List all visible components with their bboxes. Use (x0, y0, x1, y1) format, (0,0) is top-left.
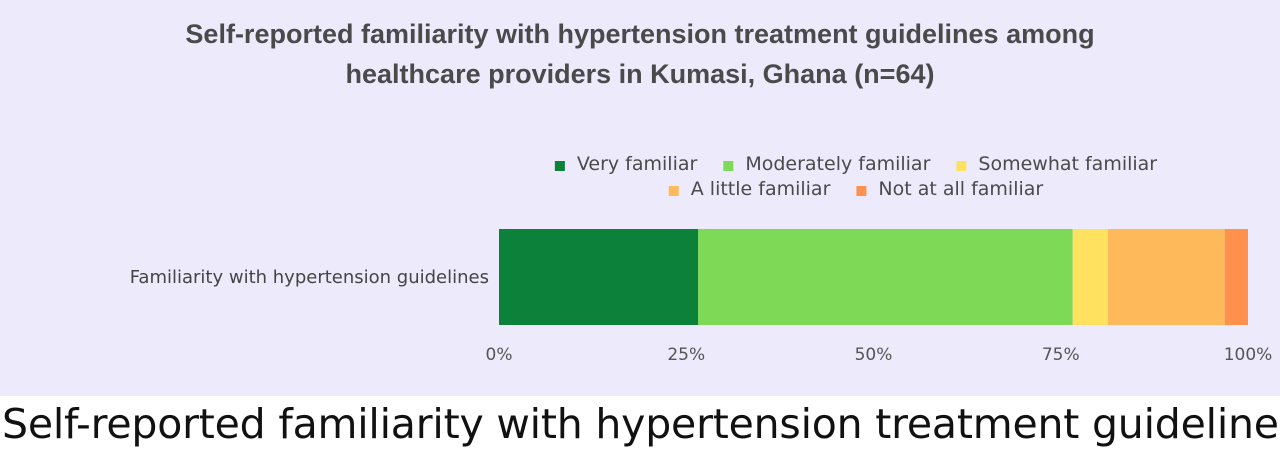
legend-item: Moderately familiar (723, 153, 931, 175)
bars (499, 229, 1248, 325)
bar-segment (499, 229, 699, 325)
legend-item: Very familiar (554, 153, 698, 175)
legend-swatch (668, 186, 679, 196)
legend-swatch (554, 161, 565, 171)
chart-panel: Self-reported familiarity with hypertens… (0, 0, 1280, 396)
category-labels: Familiarity with hypertension guidelines (130, 267, 489, 288)
x-tick-label: 50% (855, 345, 893, 365)
legend-label: Moderately familiar (745, 153, 930, 175)
bar-segment (1107, 229, 1225, 325)
legend-swatch (723, 161, 734, 171)
legend-label: Very familiar (577, 153, 698, 175)
bar-segment (1224, 229, 1248, 325)
x-axis-ticks: 0% 25% 50% 75% 100% (486, 345, 1273, 365)
bar-segment (698, 229, 1073, 325)
x-tick-label: 0% (486, 345, 513, 365)
chart: Self-reported familiarity with hypertens… (130, 19, 1273, 365)
legend-swatch (856, 186, 867, 196)
legend-label: A little familiar (691, 178, 831, 200)
legend-label: Somewhat familiar (978, 153, 1157, 175)
bar-segment (1072, 229, 1108, 325)
figure-caption: Self-reported familiarity with hypertens… (2, 400, 1280, 448)
legend: Very familiar Moderately familiar Somewhat… (554, 153, 1157, 200)
legend-item: A little familiar (668, 178, 831, 200)
legend-label: Not at all familiar (878, 178, 1043, 200)
x-tick-label: 75% (1042, 345, 1080, 365)
x-tick-label: 100% (1224, 345, 1273, 365)
x-tick-label: 25% (667, 345, 705, 365)
legend-item: Not at all familiar (856, 178, 1043, 200)
chart-title-line-1: Self-reported familiarity with hypertens… (185, 19, 1094, 49)
chart-title-line-2: healthcare providers in Kumasi, Ghana (n… (346, 59, 935, 89)
legend-swatch (956, 161, 967, 171)
legend-item: Somewhat familiar (956, 153, 1157, 175)
category-label: Familiarity with hypertension guidelines (130, 267, 489, 288)
